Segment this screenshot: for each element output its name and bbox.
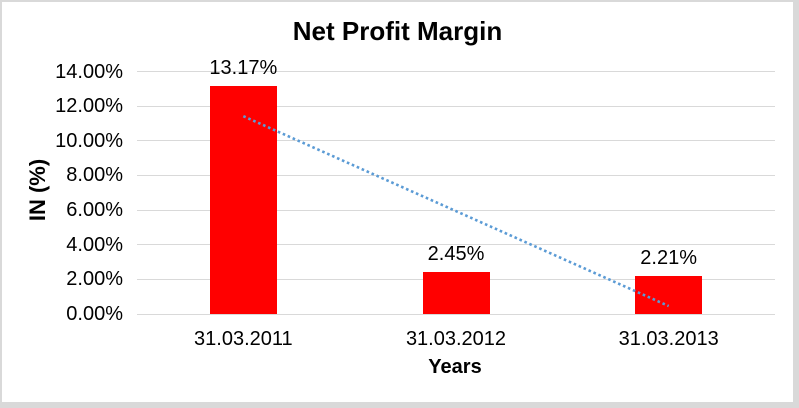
chart-title: Net Profit Margin	[292, 16, 503, 46]
gridline	[137, 105, 775, 107]
bar	[422, 271, 490, 314]
bar	[635, 275, 703, 314]
y-tick-label: 12.00%	[55, 95, 123, 118]
y-tick-label: 6.00%	[66, 199, 123, 222]
y-tick-label: 8.00%	[66, 164, 123, 187]
y-tick-label: 4.00%	[66, 233, 123, 256]
y-tick-label: 14.00%	[55, 60, 123, 83]
x-tick-label: 31.03.2012	[405, 328, 507, 350]
y-tick-label: 0.00%	[66, 303, 123, 325]
bar	[209, 85, 277, 314]
y-tick-label: 10.00%	[55, 129, 123, 152]
gridline	[137, 71, 775, 72]
bar-value-label: 2.45%	[427, 242, 485, 265]
y-tick-label: 2.00%	[66, 268, 123, 291]
gridline	[137, 313, 775, 315]
x-axis-title: Years	[428, 356, 482, 378]
x-tick-label: 31.03.2013	[618, 328, 719, 350]
bar-value-label: 13.17%	[209, 56, 278, 79]
x-tick-label: 31.03.2011	[194, 328, 293, 350]
bar-value-label: 2.21%	[640, 246, 698, 269]
